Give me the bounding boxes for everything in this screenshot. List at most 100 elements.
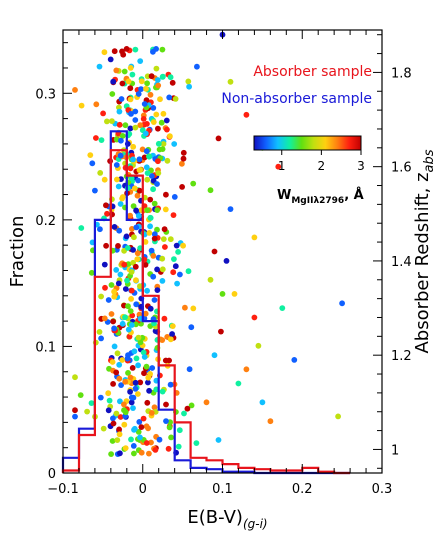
scatter-point [128, 269, 135, 275]
scatter-point [131, 185, 138, 192]
scatter-point [190, 305, 197, 312]
scatter-point [138, 424, 145, 430]
scatter-point [267, 418, 274, 425]
scatter-point [117, 398, 123, 405]
scatter-point [101, 315, 108, 322]
scatter-point [121, 421, 128, 428]
scatter-point [116, 375, 123, 382]
scatter-point [180, 149, 187, 156]
scatter-point [251, 314, 258, 321]
scatter-point [129, 226, 135, 232]
scatter-point [129, 312, 136, 319]
scatter-point [190, 180, 197, 187]
scatter-point [128, 296, 135, 302]
scatter-point [147, 91, 154, 98]
scatter-point [114, 176, 120, 183]
scatter-point [116, 426, 122, 433]
scatter-point [235, 380, 242, 387]
scatter-point [194, 63, 200, 70]
scatter-point [113, 67, 120, 74]
scatter-point [148, 439, 154, 446]
scatter-point [143, 423, 150, 430]
scatter-point [100, 110, 106, 117]
scatter-point [144, 121, 150, 127]
scatter-point [140, 116, 147, 122]
scatter-point [155, 158, 161, 165]
scatter-point [163, 401, 169, 408]
scatter-point [140, 349, 147, 356]
scatter-point [150, 273, 157, 280]
y-left-tick-label: 0 [48, 467, 56, 482]
scatter-point [129, 322, 135, 328]
scatter-point [159, 74, 166, 80]
scatter-point [93, 135, 99, 141]
scatter-point [207, 187, 214, 194]
scatter-point [136, 167, 143, 174]
scatter-point [167, 336, 174, 343]
scatter-point [175, 249, 182, 255]
scatter-point [215, 437, 222, 443]
scatter-point [131, 234, 137, 241]
scatter-point [88, 269, 95, 276]
scatter-point [98, 137, 105, 144]
scatter-point [110, 420, 117, 427]
scatter-point [153, 111, 160, 118]
scatter-point [143, 440, 150, 446]
scatter-point [125, 303, 131, 310]
scatter-point [133, 301, 140, 308]
scatter-point [101, 261, 108, 268]
scatter-point [116, 108, 123, 115]
scatter-point [146, 450, 152, 457]
scatter-point [96, 63, 103, 70]
scatter-point [135, 391, 141, 397]
scatter-point [117, 152, 124, 159]
scatter-point [186, 83, 193, 90]
y-left-tick-label: 0.3 [35, 87, 56, 102]
scatter-point [113, 162, 120, 168]
scatter-point [115, 280, 122, 287]
scatter-point [180, 155, 187, 162]
scatter-point [160, 141, 167, 147]
scatter-point [109, 91, 116, 97]
y-right-tick-label: 1.8 [391, 66, 412, 81]
scatter-point [275, 163, 282, 170]
scatter-point [109, 438, 116, 444]
scatter-point [137, 58, 144, 64]
scatter-point [119, 357, 126, 363]
scatter-point [105, 407, 112, 414]
scatter-point [106, 397, 113, 404]
scatter-point [227, 206, 234, 213]
scatter-point [111, 48, 118, 55]
scatter-point [159, 278, 166, 284]
scatter-point [111, 325, 117, 332]
scatter-point [158, 119, 165, 126]
scatter-point [133, 277, 139, 284]
scatter-point [163, 191, 169, 198]
histogram-non-absorber [61, 130, 351, 475]
scatter-point [179, 160, 185, 167]
scatter-point [116, 361, 123, 368]
scatter-point [135, 429, 142, 435]
scatter-point [132, 108, 139, 115]
scatter-point [151, 404, 158, 411]
scatter-point [113, 267, 120, 273]
scatter-point [123, 233, 130, 240]
scatter-point [154, 226, 160, 233]
scatter-point [122, 409, 129, 416]
scatter-point [185, 78, 192, 85]
legend-non-absorber-sample: Non-absorber sample [221, 91, 372, 107]
scatter-point [339, 300, 345, 307]
scatter-point [172, 263, 179, 270]
scatter-point [211, 352, 218, 359]
scatter-point [146, 153, 153, 160]
scatter-point [188, 324, 195, 331]
x-axis-title: E(B-V)(g-i) [187, 507, 267, 531]
scatter-point [127, 212, 133, 219]
scatter-point [119, 320, 126, 327]
scatter-point [132, 124, 139, 131]
scatter-point [131, 348, 138, 355]
scatter-point [130, 156, 136, 163]
y-right-axis-title: Absorber Redshift, zabs [412, 149, 436, 353]
scatter-point [163, 418, 169, 424]
scatter-point [150, 105, 157, 111]
